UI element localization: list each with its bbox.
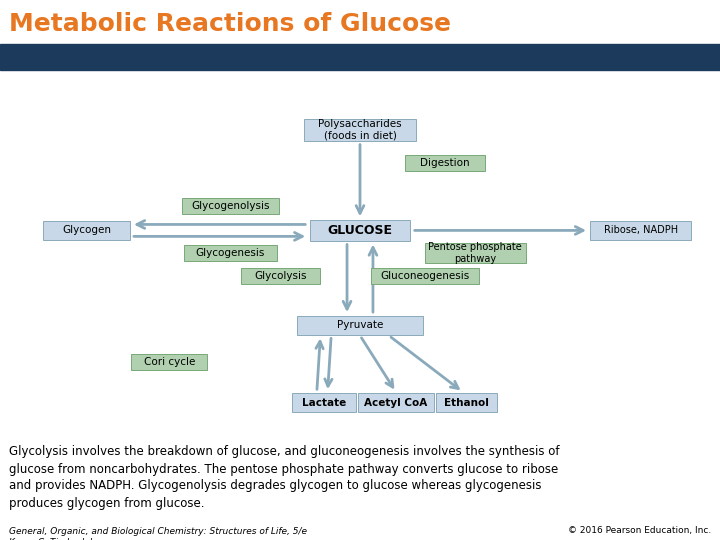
FancyBboxPatch shape [132,354,207,369]
Text: Metabolic Reactions of Glucose: Metabolic Reactions of Glucose [9,12,451,36]
Text: © 2016 Pearson Education, Inc.: © 2016 Pearson Education, Inc. [568,526,711,536]
FancyBboxPatch shape [405,156,485,171]
Text: Digestion: Digestion [420,158,469,168]
Text: Glycogenesis: Glycogenesis [196,248,265,258]
Text: Ethanol: Ethanol [444,397,489,408]
FancyBboxPatch shape [184,245,277,261]
Text: Pentose phosphate
pathway: Pentose phosphate pathway [428,242,522,264]
FancyBboxPatch shape [304,119,416,141]
Text: Gluconeogenesis: Gluconeogenesis [380,271,469,281]
Text: Glycogenolysis: Glycogenolysis [191,201,270,211]
FancyBboxPatch shape [436,393,498,412]
FancyBboxPatch shape [371,268,479,284]
Text: GLUCOSE: GLUCOSE [328,224,392,237]
Text: Glycolysis involves the breakdown of glucose, and gluconeogenesis involves the s: Glycolysis involves the breakdown of glu… [9,446,559,510]
Text: General, Organic, and Biological Chemistry: Structures of Life, 5/e
Karen C. Tim: General, Organic, and Biological Chemist… [9,526,307,540]
Text: Glycolysis: Glycolysis [255,271,307,281]
FancyBboxPatch shape [359,393,433,412]
Text: Ribose, NADPH: Ribose, NADPH [604,225,678,235]
Text: Polysaccharides
(foods in diet): Polysaccharides (foods in diet) [318,119,402,140]
Text: Cori cycle: Cori cycle [143,356,195,367]
FancyBboxPatch shape [43,221,130,240]
Text: Acetyl CoA: Acetyl CoA [364,397,428,408]
FancyBboxPatch shape [241,268,320,284]
Text: Lactate: Lactate [302,397,346,408]
Text: Pyruvate: Pyruvate [337,320,383,330]
FancyBboxPatch shape [297,316,423,335]
FancyBboxPatch shape [425,242,526,263]
FancyBboxPatch shape [310,220,410,241]
FancyBboxPatch shape [181,198,279,214]
FancyBboxPatch shape [292,393,356,412]
FancyBboxPatch shape [590,221,691,240]
Text: Glycogen: Glycogen [62,225,111,235]
